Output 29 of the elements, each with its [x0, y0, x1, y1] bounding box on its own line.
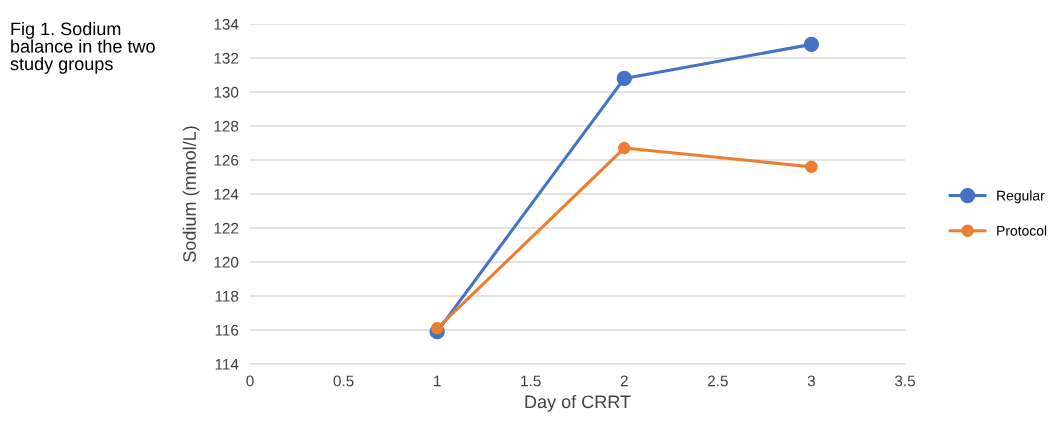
x-tick-label: 0.5 [333, 375, 354, 387]
y-tick-label: 124 [214, 188, 239, 200]
legend-label: Regular [997, 190, 1045, 204]
x-tick-label: 1.5 [521, 375, 541, 387]
legend-label: Protocol [997, 225, 1047, 236]
x-tick-label: 1 [434, 375, 441, 387]
y-tick-label: 122 [214, 222, 239, 234]
y-tick-label: 132 [214, 52, 239, 64]
point [803, 36, 820, 53]
y-tick-label: 120 [214, 256, 239, 268]
x-tick-label: 2.5 [708, 375, 728, 387]
y-tick-label: 114 [215, 359, 239, 370]
point [616, 70, 632, 87]
y-tick-label: 118 [215, 290, 239, 302]
point [430, 322, 444, 335]
x-tick-label: 3 [807, 375, 816, 387]
y-tick-label: 116 [215, 324, 239, 336]
x-axis-title: Day of CRRT [525, 394, 631, 412]
x-tick-label: 3.5 [894, 375, 915, 387]
y-tick-label: 134 [214, 18, 239, 30]
y-tick-label: 130 [214, 86, 239, 98]
y-axis-title: Sodium (mmol/L) [182, 126, 200, 262]
text: Fig 1. Sodium balance in the two study groups [10, 22, 155, 74]
point [805, 160, 818, 174]
y-tick-label: 128 [214, 120, 239, 132]
y-tick-label: 126 [214, 154, 239, 166]
x-tick-label: 0 [246, 375, 254, 387]
point [618, 141, 631, 155]
x-tick-label: 2 [620, 375, 628, 387]
